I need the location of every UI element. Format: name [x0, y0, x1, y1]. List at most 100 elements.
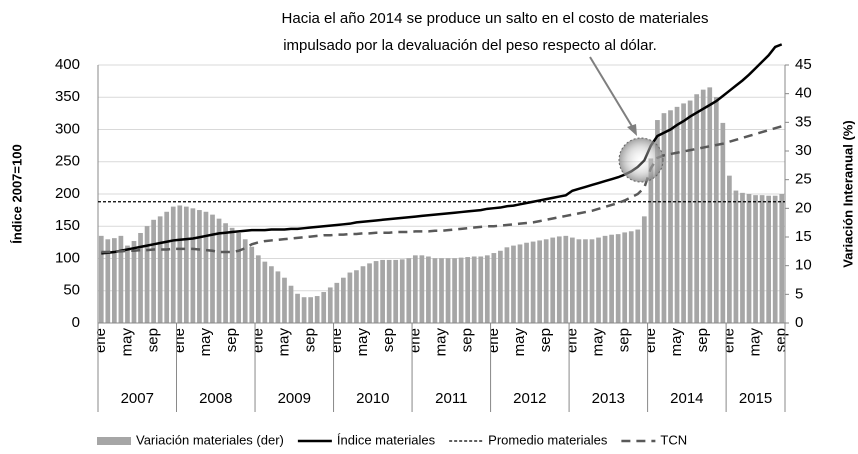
bar [138, 232, 143, 323]
year-label: 2009 [278, 390, 311, 407]
bar [622, 232, 628, 323]
bar [687, 100, 693, 324]
bar [543, 239, 549, 323]
bar [249, 246, 255, 323]
x-tick-label: ene [720, 328, 737, 353]
bar [203, 211, 209, 323]
bar [301, 297, 307, 323]
bar [216, 218, 222, 323]
bar [733, 190, 739, 323]
bar [753, 195, 758, 323]
bar [681, 103, 686, 323]
bar [341, 277, 346, 323]
bar [164, 211, 170, 323]
bar [641, 216, 647, 323]
bar [373, 261, 379, 323]
x-tick-label: may [511, 328, 528, 357]
x-tick-label: ene [485, 328, 502, 353]
y-tick-label: 400 [55, 56, 80, 73]
bar [360, 266, 366, 323]
bar [596, 237, 601, 323]
year-label: 2012 [513, 390, 546, 407]
bar [282, 277, 287, 323]
x-tick-label: sep [537, 328, 554, 352]
x-tick-label: sep [302, 328, 319, 352]
y-tick-label: 300 [55, 120, 80, 137]
bar [327, 287, 333, 323]
legend-label: TCN [660, 432, 687, 447]
bar [118, 235, 124, 323]
bar [661, 113, 667, 323]
bar [183, 206, 189, 323]
highlight-circle [618, 137, 664, 183]
bar [288, 285, 294, 323]
y-tick-label: 150 [55, 217, 80, 234]
year-label: 2010 [356, 390, 389, 407]
bar [766, 195, 771, 323]
x-tick-label: may [197, 328, 214, 357]
bar [367, 263, 372, 323]
y-tick-label: 100 [55, 249, 80, 266]
y2-tick-label: 25 [795, 171, 812, 188]
annotation: impulsado por la devaluación del peso re… [283, 37, 657, 54]
bar [498, 250, 503, 323]
arrow [589, 56, 634, 129]
x-tick-label: sep [616, 328, 633, 352]
y2-tick-label: 40 [795, 85, 812, 102]
bar [275, 271, 281, 323]
x-tick-label: ene [249, 328, 266, 353]
line [101, 43, 783, 255]
bar [740, 192, 745, 323]
bar [713, 97, 719, 324]
bar [242, 239, 248, 323]
bar [556, 236, 562, 323]
x-tick-label: may [668, 328, 685, 357]
bar [570, 237, 575, 323]
bar [458, 257, 464, 323]
bar [157, 216, 163, 323]
x-tick-label: may [118, 328, 135, 357]
bar [635, 229, 641, 323]
y-tick-label: 0 [72, 314, 80, 331]
bar [707, 87, 713, 323]
legend: Variación materiales (der) Índice materia… [97, 432, 687, 447]
legend-label: Índice materiales [337, 432, 436, 447]
bar [655, 120, 660, 323]
bar [393, 259, 399, 323]
bar [321, 292, 327, 323]
x-tick-label: may [747, 328, 764, 357]
y-axis-title: Índice 2007=100 [9, 144, 24, 243]
bar [125, 245, 130, 323]
bar [197, 210, 202, 323]
bar [779, 194, 785, 323]
y-tick-label: 250 [55, 153, 80, 170]
bar [426, 256, 431, 323]
bar [746, 194, 752, 323]
y2-tick-label: 35 [795, 113, 812, 130]
bar [354, 270, 359, 323]
y2-tick-label: 45 [795, 56, 812, 73]
bar [439, 258, 444, 323]
bar [589, 239, 595, 323]
x-tick-label: ene [406, 328, 423, 353]
x-tick-label: may [432, 328, 449, 357]
y2-tick-label: 15 [795, 228, 812, 245]
x-tick-label: ene [171, 328, 188, 353]
y2-tick-label: 20 [795, 199, 812, 216]
bar [550, 237, 556, 323]
bar [144, 226, 150, 323]
bar [524, 242, 529, 323]
bar [504, 247, 510, 323]
x-tick-label: sep [694, 328, 711, 352]
bar [511, 245, 516, 323]
bar [674, 106, 680, 323]
bar [98, 235, 104, 323]
y-tick-label: 350 [55, 88, 80, 105]
bar [386, 259, 392, 323]
bar [727, 175, 732, 323]
x-tick-label: may [589, 328, 606, 357]
bar [308, 297, 313, 323]
bar [452, 258, 457, 323]
bar [648, 158, 654, 323]
bar [720, 122, 726, 323]
